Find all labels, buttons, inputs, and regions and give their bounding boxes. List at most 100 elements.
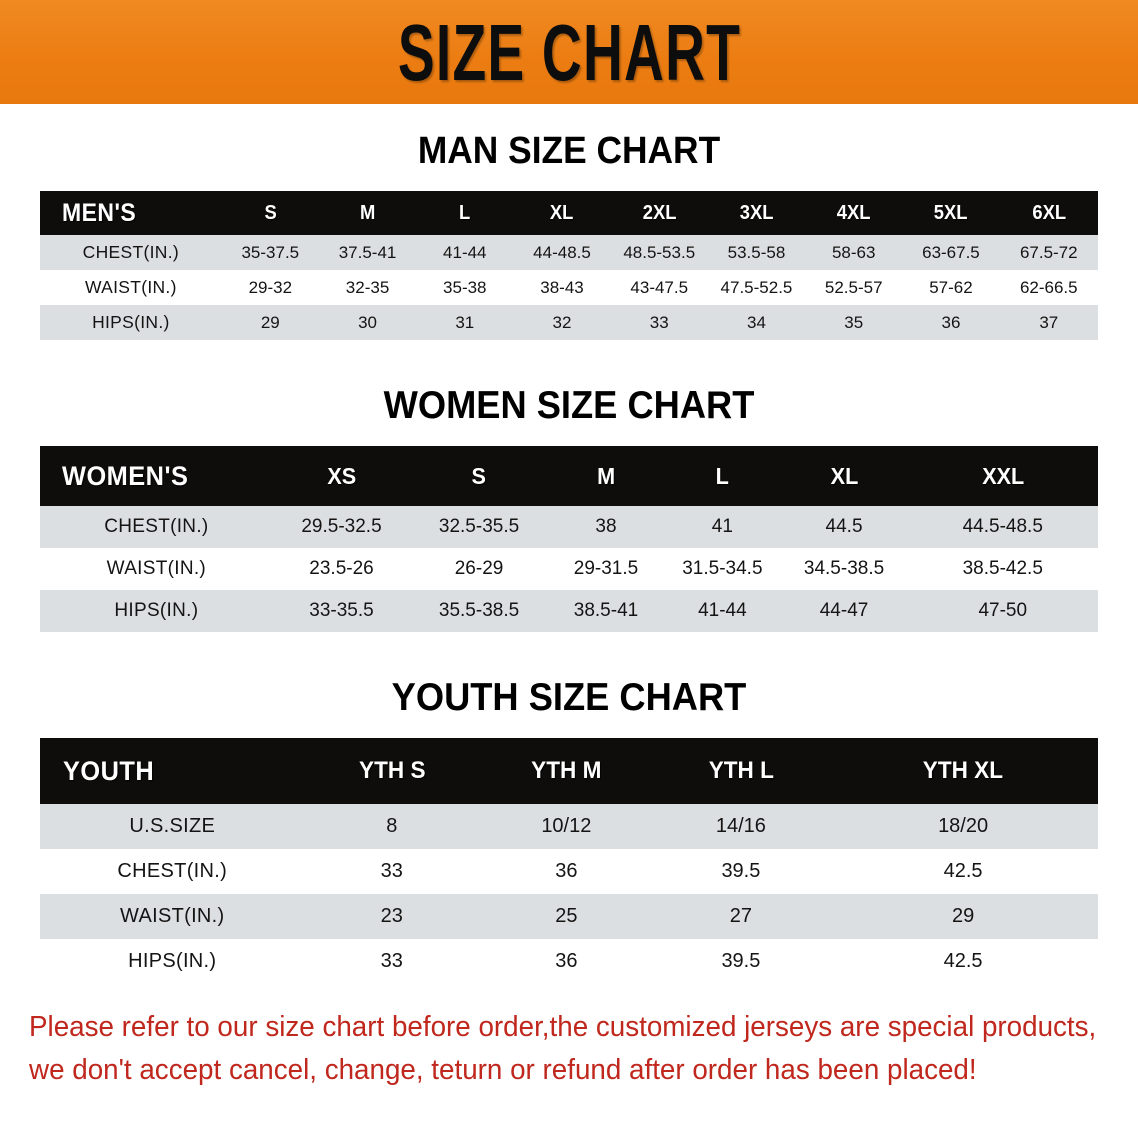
men-waist-m: 32-35 <box>345 277 390 297</box>
women-chest-m: 38 <box>595 516 617 537</box>
women-row-label-hips: HIPS(IN.) <box>114 600 199 621</box>
men-waist-5xl: 57-62 <box>929 277 973 297</box>
women-size-table-container: WOMEN'S XS S M L XL XXL CHEST(IN.) 29.5-… <box>40 446 1098 632</box>
table-row: CHEST(IN.) 33 36 39.5 42.5 <box>40 849 1098 894</box>
youth-row-label-chest: CHEST(IN.) <box>117 860 228 882</box>
table-row: HIPS(IN.) 29 30 31 32 33 34 35 36 37 <box>40 305 1098 340</box>
youth-waist-yth-xl: 29 <box>951 905 975 927</box>
youth-col-header-yth-l: YTH L <box>708 757 774 784</box>
table-row: WAIST(IN.) 23.5-26 26-29 29-31.5 31.5-34… <box>40 548 1098 590</box>
youth-chest-yth-l: 39.5 <box>721 860 761 882</box>
youth-waist-yth-m: 25 <box>555 905 578 927</box>
youth-chest-yth-m: 36 <box>555 860 578 882</box>
women-waist-m: 29-31.5 <box>573 558 639 579</box>
women-col-header-m: M <box>596 462 616 489</box>
women-col-header-xs: XS <box>327 462 356 489</box>
men-chest-5xl: 63-67.5 <box>922 242 980 262</box>
youth-ussize-yth-m: 10/12 <box>541 815 592 837</box>
disclaimer-line-1: Please refer to our size chart before or… <box>29 1011 1097 1043</box>
women-chest-xs: 29.5-32.5 <box>301 516 382 537</box>
men-section-title: MAN SIZE CHART <box>417 130 721 172</box>
women-hips-xl: 44-47 <box>819 600 869 621</box>
men-waist-s: 29-32 <box>248 277 293 297</box>
women-hips-xxl: 47-50 <box>978 600 1028 621</box>
disclaimer: Please refer to our size chart before or… <box>29 1006 1097 1093</box>
men-size-table: MEN'S S M L XL 2XL 3XL 4XL 5XL 6XL CHEST… <box>40 191 1098 340</box>
table-row: CHEST(IN.) 35-37.5 37.5-41 41-44 44-48.5… <box>40 235 1098 270</box>
youth-chest-yth-xl: 42.5 <box>943 860 983 882</box>
men-row-label-waist: WAIST(IN.) <box>84 277 177 297</box>
men-hips-m: 30 <box>358 312 377 332</box>
men-chest-3xl: 53.5-58 <box>727 242 786 262</box>
women-chest-l: 41 <box>711 516 733 537</box>
youth-size-table-container: YOUTH YTH S YTH M YTH L YTH XL U.S.SIZE … <box>40 738 1098 984</box>
youth-col-header-yth-m: YTH M <box>531 757 602 784</box>
women-chest-xl: 44.5 <box>825 516 863 537</box>
men-waist-xl: 38-43 <box>540 277 584 297</box>
youth-hips-yth-m: 36 <box>555 950 578 972</box>
men-col-header-6xl: 6XL <box>1031 201 1066 224</box>
men-waist-3xl: 47.5-52.5 <box>720 277 793 297</box>
table-row: CHEST(IN.) 29.5-32.5 32.5-35.5 38 41 44.… <box>40 506 1098 548</box>
men-col-header-3xl: 3XL <box>739 201 774 224</box>
youth-row-label-us-size: U.S.SIZE <box>129 815 216 837</box>
men-col-header-xl: XL <box>550 201 574 224</box>
women-waist-xs: 23.5-26 <box>309 558 374 579</box>
men-hips-l: 31 <box>455 312 475 332</box>
table-row: HIPS(IN.) 33 36 39.5 42.5 <box>40 939 1098 984</box>
women-waist-l: 31.5-34.5 <box>682 558 763 579</box>
men-chest-6xl: 67.5-72 <box>1019 242 1078 262</box>
men-hips-xl: 32 <box>552 312 572 332</box>
women-col-header-xxl: XXL <box>981 462 1024 489</box>
men-header-label: MEN'S <box>61 198 137 227</box>
page-title: SIZE CHART <box>397 7 741 97</box>
men-col-header-m: M <box>359 201 376 224</box>
men-waist-6xl: 62-66.5 <box>1019 277 1078 297</box>
women-header-label: WOMEN'S <box>62 460 189 491</box>
men-waist-l: 35-38 <box>443 277 487 297</box>
youth-hips-yth-xl: 42.5 <box>943 950 983 972</box>
women-size-table: WOMEN'S XS S M L XL XXL CHEST(IN.) 29.5-… <box>40 446 1098 632</box>
youth-table-header-row: YOUTH YTH S YTH M YTH L YTH XL <box>40 738 1098 804</box>
youth-size-table: YOUTH YTH S YTH M YTH L YTH XL U.S.SIZE … <box>40 738 1098 984</box>
youth-col-header-yth-xl: YTH XL <box>922 757 1004 784</box>
youth-row-label-hips: HIPS(IN.) <box>128 950 217 972</box>
women-row-label-waist: WAIST(IN.) <box>106 558 207 579</box>
men-waist-4xl: 52.5-57 <box>824 277 883 297</box>
banner: SIZE CHART <box>0 0 1138 104</box>
men-hips-3xl: 34 <box>747 312 766 332</box>
women-hips-l: 41-44 <box>698 600 747 621</box>
men-col-header-l: L <box>459 201 471 224</box>
women-waist-s: 26-29 <box>454 558 504 579</box>
men-hips-5xl: 36 <box>941 312 961 332</box>
youth-header-label: YOUTH <box>62 755 155 786</box>
men-chest-2xl: 48.5-53.5 <box>623 242 696 262</box>
men-hips-6xl: 37 <box>1039 312 1059 332</box>
men-chest-l: 41-44 <box>443 242 487 262</box>
men-waist-2xl: 43-47.5 <box>630 277 689 297</box>
table-row: U.S.SIZE 8 10/12 14/16 18/20 <box>40 804 1098 849</box>
men-chest-s: 35-37.5 <box>241 242 300 262</box>
youth-hips-yth-l: 39.5 <box>721 950 761 972</box>
women-hips-xs: 33-35.5 <box>309 600 374 621</box>
men-size-table-container: MEN'S S M L XL 2XL 3XL 4XL 5XL 6XL CHEST… <box>40 191 1098 340</box>
women-col-header-l: L <box>715 462 729 489</box>
women-row-label-chest: CHEST(IN.) <box>104 516 209 537</box>
men-chest-4xl: 58-63 <box>831 242 876 262</box>
youth-col-header-yth-s: YTH S <box>358 757 426 784</box>
table-row: HIPS(IN.) 33-35.5 35.5-38.5 38.5-41 41-4… <box>40 590 1098 632</box>
men-col-header-5xl: 5XL <box>934 201 968 224</box>
men-col-header-s: S <box>264 201 277 224</box>
men-chest-m: 37.5-41 <box>338 242 397 262</box>
women-chest-s: 32.5-35.5 <box>438 516 520 537</box>
youth-waist-yth-s: 23 <box>380 905 403 927</box>
men-table-header-row: MEN'S S M L XL 2XL 3XL 4XL 5XL 6XL <box>40 191 1098 235</box>
youth-ussize-yth-s: 8 <box>386 815 398 837</box>
youth-section-title: YOUTH SIZE CHART <box>391 676 747 719</box>
men-col-header-4xl: 4XL <box>836 201 871 224</box>
women-waist-xl: 34.5-38.5 <box>803 558 885 579</box>
women-col-header-xl: XL <box>830 462 858 489</box>
men-hips-s: 29 <box>260 312 280 332</box>
youth-chest-yth-s: 33 <box>380 860 403 882</box>
women-hips-m: 38.5-41 <box>573 600 639 621</box>
